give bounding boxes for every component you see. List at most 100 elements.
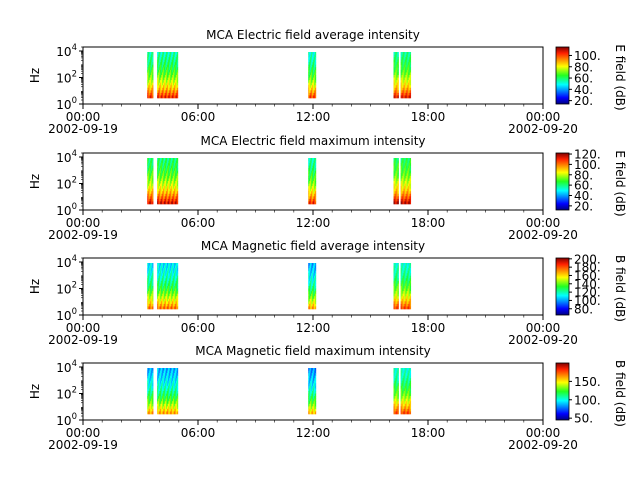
- spectrogram-cell: [408, 59, 411, 63]
- spectrogram-cell: [405, 62, 407, 66]
- spectrogram-cell: [147, 198, 149, 202]
- spectrogram-cell: [308, 59, 310, 63]
- spectrogram-cell: [173, 378, 176, 382]
- spectrogram-cell: [168, 396, 171, 399]
- spectrogram-cell: [175, 160, 178, 164]
- spectrogram-cell: [166, 80, 168, 83]
- spectrogram-cell: [408, 90, 411, 94]
- spectrogram-cell: [408, 391, 411, 394]
- spectrogram-cell: [160, 163, 162, 166]
- spectrogram-cell: [169, 388, 172, 392]
- spectrogram-cell: [409, 275, 412, 279]
- spectrogram-cell: [394, 158, 396, 161]
- spectrogram-cell: [395, 90, 397, 94]
- spectrogram-cell: [314, 160, 317, 164]
- spectrogram-cell: [406, 77, 408, 81]
- spectrogram-cell: [401, 273, 403, 277]
- spectrogram-cell: [152, 406, 154, 410]
- spectrogram-cell: [171, 90, 174, 94]
- spectrogram-cell: [402, 188, 404, 192]
- spectrogram-cell: [403, 301, 405, 305]
- spectrogram-cell: [162, 393, 164, 397]
- spectrogram-cell: [172, 59, 175, 63]
- spectrogram-cell: [148, 385, 150, 389]
- spectrogram-cell: [408, 168, 411, 172]
- spectrogram-cell: [312, 69, 314, 73]
- spectrogram-cell: [408, 283, 411, 287]
- spectrogram-cell: [149, 278, 151, 282]
- spectrogram-cell: [172, 370, 175, 374]
- spectrogram-cell: [396, 278, 398, 282]
- spectrogram-cell: [150, 396, 152, 399]
- spectrogram-cell: [309, 265, 311, 269]
- spectrogram-cell: [162, 388, 164, 392]
- spectrogram-cell: [397, 298, 399, 302]
- spectrogram-cell: [404, 67, 406, 71]
- spectrogram-cell: [158, 408, 160, 412]
- spectrogram-cell: [309, 293, 311, 297]
- spectrogram-cell: [158, 293, 160, 297]
- spectrogram-cell: [148, 186, 150, 189]
- spectrogram-cell: [401, 191, 403, 195]
- spectrogram-cell: [312, 67, 314, 71]
- spectrogram-cell: [314, 406, 317, 410]
- spectrogram-cell: [158, 173, 160, 177]
- spectrogram-cell: [310, 90, 312, 94]
- spectrogram-cell: [313, 64, 315, 68]
- spectrogram-cell: [402, 306, 404, 310]
- spectrogram-cell: [159, 278, 161, 282]
- spectrogram-cell: [173, 286, 176, 289]
- spectrogram-cell: [161, 378, 163, 382]
- spectrogram-cell: [393, 160, 395, 164]
- spectrogram-cell: [160, 198, 162, 202]
- colorbar-label: E field (dB): [613, 150, 627, 216]
- spectrogram-cell: [152, 163, 154, 166]
- spectrogram-cell: [173, 170, 176, 174]
- spectrogram-cell: [170, 90, 173, 94]
- spectrogram-cell: [395, 380, 397, 384]
- spectrogram-cell: [171, 378, 174, 382]
- spectrogram-cell: [173, 370, 176, 374]
- spectrogram-cell: [151, 280, 153, 284]
- spectrogram-cell: [173, 95, 176, 99]
- spectrogram-cell: [401, 186, 403, 189]
- spectrogram-cell: [310, 401, 312, 405]
- spectrogram-cell: [166, 268, 169, 271]
- spectrogram-cell: [407, 183, 410, 187]
- spectrogram-cell: [173, 54, 176, 58]
- spectrogram-cell: [162, 173, 164, 177]
- spectrogram-cell: [174, 398, 177, 402]
- spectrogram-cell: [166, 92, 169, 96]
- spectrogram-cell: [408, 173, 411, 177]
- spectrogram-cell: [151, 80, 153, 83]
- spectrogram-cell: [165, 378, 167, 382]
- spectrogram-cell: [147, 57, 149, 60]
- spectrogram-cell: [408, 181, 411, 184]
- spectrogram-cell: [163, 160, 165, 164]
- spectrogram-cell: [158, 57, 160, 60]
- spectrogram-cell: [402, 275, 404, 279]
- spectrogram-cell: [158, 306, 160, 310]
- spectrogram-cell: [168, 181, 171, 184]
- spectrogram-cell: [171, 170, 174, 174]
- spectrogram-cell: [173, 411, 176, 415]
- spectrogram-cell: [149, 188, 151, 192]
- spectrogram-cell: [174, 273, 177, 277]
- spectrogram-cell: [163, 62, 165, 66]
- spectrogram-cell: [405, 92, 407, 96]
- spectrogram-cell: [313, 396, 316, 399]
- spectrogram-cell: [408, 64, 411, 68]
- spectrogram-cell: [147, 268, 149, 271]
- spectrogram-cell: [393, 368, 395, 371]
- spectrogram-cell: [395, 403, 397, 407]
- spectrogram-cell: [150, 408, 152, 412]
- spectrogram-cell: [172, 301, 175, 305]
- spectrogram-cell: [308, 380, 310, 384]
- spectrogram-cell: [309, 411, 311, 415]
- spectrogram-cell: [396, 92, 398, 96]
- spectrogram-cell: [311, 82, 313, 86]
- spectrogram-cell: [397, 64, 399, 68]
- spectrogram-cell: [313, 72, 315, 76]
- spectrogram-cell: [405, 82, 407, 86]
- spectrogram-cell: [161, 263, 163, 266]
